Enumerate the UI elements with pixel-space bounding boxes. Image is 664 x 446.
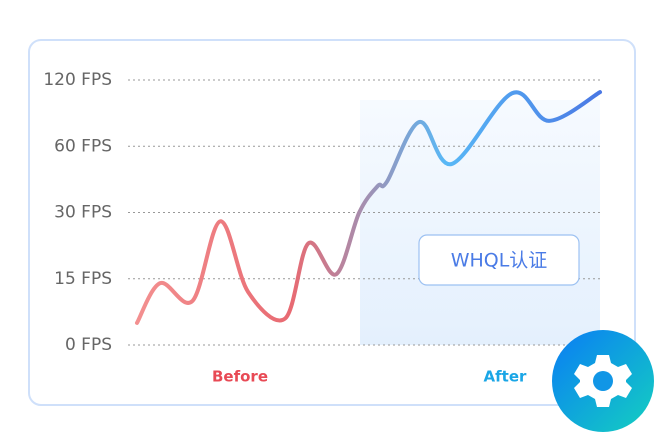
y-tick-label: 60 FPS [54,136,112,156]
y-tick-label: 15 FPS [54,269,112,289]
y-tick-label: 120 FPS [43,70,112,90]
fps-line [135,90,602,325]
y-tick-label: 30 FPS [54,203,112,223]
badge-text: WHQL认证 [451,250,548,272]
x-category-label: After [484,368,527,386]
after-region [360,100,600,345]
y-tick-label: 0 FPS [65,335,112,355]
settings-icon [552,330,654,432]
badge [418,234,580,286]
x-category-label: Before [212,368,268,386]
